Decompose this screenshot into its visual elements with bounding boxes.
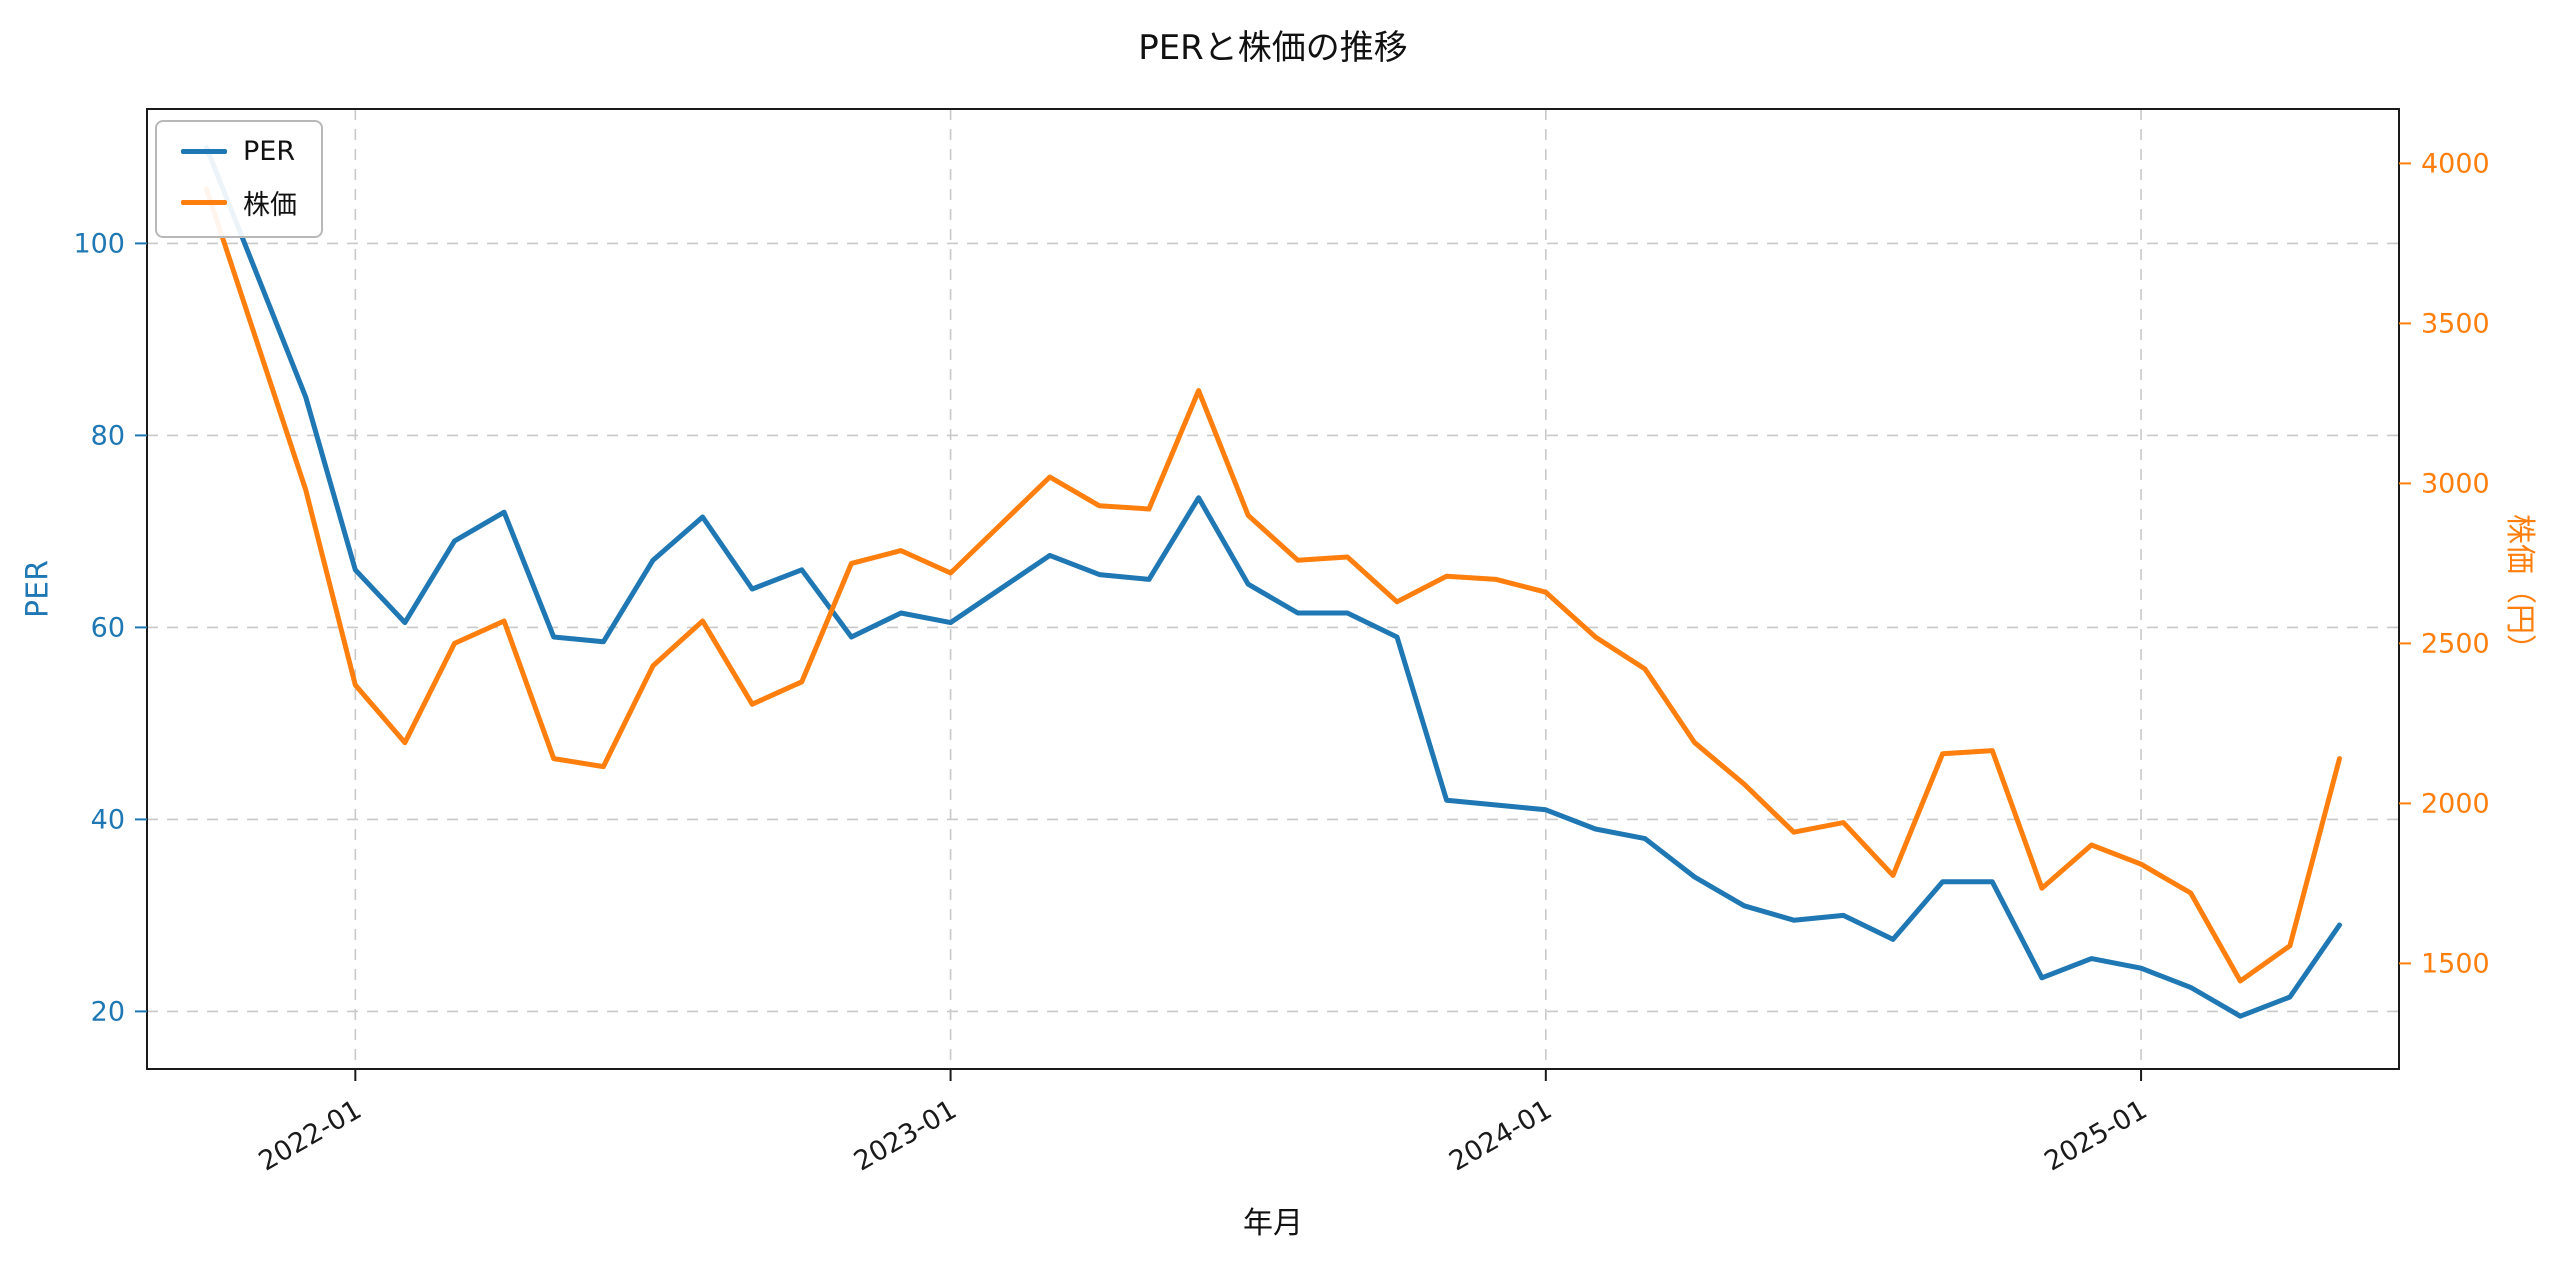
legend-item-per: PER (181, 136, 297, 167)
right-tick-label: 2000 (2421, 788, 2490, 819)
plot-border (146, 108, 2400, 1070)
chart-title: PERと株価の推移 (1138, 28, 1408, 68)
series-line-price (204, 186, 2342, 984)
legend-item-price: 株価 (181, 183, 297, 222)
left-tick-label: 40 (91, 804, 125, 835)
legend: PER 株価 (155, 120, 323, 238)
legend-label-price: 株価 (243, 190, 297, 221)
left-y-axis-label: PER (20, 560, 56, 618)
x-tick-label: 2022-01 (254, 1094, 367, 1177)
series-line-per (204, 144, 2342, 1019)
x-tick-label: 2023-01 (849, 1094, 962, 1177)
per-line-swatch (181, 149, 227, 154)
right-tick-label: 2500 (2421, 628, 2490, 659)
gridlines (147, 109, 2399, 1069)
x-tick-label: 2025-01 (2039, 1094, 2152, 1177)
right-tick-label: 3000 (2421, 468, 2490, 499)
right-y-axis-label: 株価（円） (2502, 514, 2537, 664)
left-tick-label: 60 (91, 612, 125, 643)
left-tick-label: 80 (91, 420, 125, 451)
right-tick-label: 4000 (2421, 148, 2490, 179)
left-tick-label: 100 (73, 228, 125, 259)
legend-label-per: PER (243, 136, 296, 167)
left-tick-label: 20 (91, 996, 125, 1027)
right-tick-label: 3500 (2421, 308, 2490, 339)
tick-labels: 20 40 60 80 100 1500 2000 2500 3000 3500 4000 2022-… (73, 148, 2489, 1177)
price-line-swatch (181, 200, 227, 205)
x-axis-label: 年月 (1243, 1206, 1303, 1241)
right-tick-label: 1500 (2421, 948, 2490, 979)
x-tick-label: 2024-01 (1444, 1094, 1557, 1177)
